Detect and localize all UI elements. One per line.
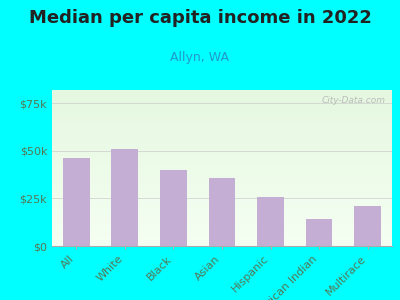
Bar [354,206,381,246]
Text: Median per capita income in 2022: Median per capita income in 2022 [28,9,372,27]
Bar [257,196,284,246]
Bar [306,219,332,246]
Text: City-Data.com: City-Data.com [321,96,385,105]
Text: Allyn, WA: Allyn, WA [170,51,230,64]
Bar [209,178,235,246]
Bar [63,158,90,246]
Bar [160,170,187,246]
Bar [112,149,138,246]
